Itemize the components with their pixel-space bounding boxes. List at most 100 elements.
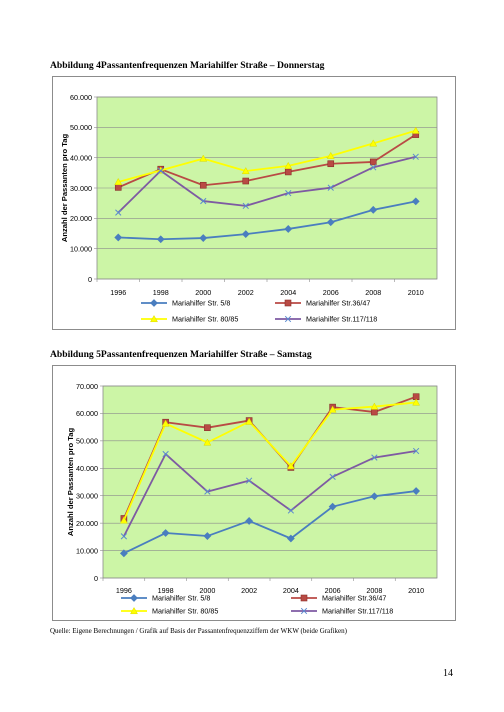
data-point	[200, 197, 207, 205]
y-tick-label: 10.000	[76, 546, 98, 555]
y-tick-label: 60.000	[76, 409, 98, 418]
legend-label: Mariahilfer Str. 80/85	[172, 315, 238, 324]
data-point	[241, 230, 250, 239]
series-1	[119, 487, 421, 558]
legend-marker	[130, 594, 138, 602]
y-axis-label: Anzahl der Passanten pro Tag	[66, 427, 75, 536]
x-tick-label: 2008	[366, 586, 382, 595]
y-tick-label: 0	[94, 574, 98, 583]
legend-entry: Mariahilfer Str. 80/85	[141, 315, 238, 324]
series-line	[123, 490, 417, 555]
legend-marker	[284, 299, 292, 307]
legend-entry: Mariahilfer Str.117/118	[291, 607, 393, 616]
x-tick-label: 2006	[323, 288, 339, 297]
legend-marker	[130, 606, 138, 615]
data-point	[412, 447, 420, 455]
series-4	[120, 447, 420, 540]
data-point	[326, 151, 335, 159]
series-line	[118, 200, 416, 241]
legend-marker	[300, 607, 308, 615]
legend-entry: Mariahilfer Str. 5/8	[141, 299, 230, 308]
data-point	[245, 477, 253, 484]
data-point	[204, 488, 211, 495]
data-point	[369, 139, 378, 147]
data-point	[199, 234, 208, 242]
legend-label: Mariahilfer Str.117/118	[322, 607, 393, 616]
legend-entry: Mariahilfer Str. 80/85	[121, 607, 218, 616]
chart-saturday: 0 10.000 20.000 30.000 40.000 50.000 60.000 70.…	[66, 382, 438, 616]
x-tick-label: 2004	[280, 288, 296, 297]
y-tick-label: 50.000	[70, 123, 92, 132]
data-point	[412, 487, 421, 495]
x-tick-label: 1996	[110, 288, 126, 297]
data-point	[285, 190, 292, 197]
series-line	[123, 450, 417, 537]
legend-entry: Mariahilfer Str. 5/8	[121, 594, 210, 603]
data-point	[371, 408, 378, 416]
x-tick-label: 1996	[116, 586, 132, 595]
data-point	[328, 502, 337, 511]
legend-entry: Mariahilfer Str.117/118	[275, 315, 377, 324]
data-point	[161, 529, 170, 537]
y-tick-label: 40.000	[70, 153, 92, 162]
data-point	[287, 507, 295, 514]
data-point	[327, 184, 334, 191]
data-point	[328, 405, 337, 413]
page-number: 14	[443, 668, 453, 679]
legend-label: Mariahilfer Str. 5/8	[172, 299, 230, 308]
y-tick-label: 40.000	[76, 464, 98, 473]
series-line	[117, 155, 416, 214]
plot-area	[102, 385, 438, 579]
data-point	[161, 419, 170, 427]
data-point	[371, 454, 378, 461]
y-axis-label: Anzahl der Passanten pro Tag	[60, 133, 69, 242]
data-point	[370, 492, 379, 501]
series-1	[114, 197, 420, 244]
data-point	[284, 161, 293, 169]
legend-entry: Mariahilfer Str.36/47	[291, 594, 386, 603]
data-point	[286, 462, 295, 470]
legend-label: Mariahilfer Str.117/118	[306, 315, 377, 324]
data-point	[326, 218, 335, 227]
data-point	[284, 168, 292, 176]
data-point	[370, 164, 377, 171]
legend-marker	[284, 315, 292, 323]
data-point	[120, 533, 128, 540]
data-point	[412, 153, 419, 160]
legend-label: Mariahilfer Str. 80/85	[152, 607, 218, 616]
x-tick-label: 2010	[408, 288, 424, 297]
y-tick-label: 60.000	[70, 93, 92, 102]
data-point	[286, 534, 295, 543]
x-tick-label: 2006	[325, 586, 341, 595]
data-point	[156, 235, 165, 244]
y-tick-label: 30.000	[70, 184, 92, 193]
series-line	[123, 401, 417, 521]
figure-caption-thursday: Abbildung 4Passantenfrequenzen Mariahilf…	[50, 60, 325, 71]
legend-label: Mariahilfer Str.36/47	[306, 299, 370, 308]
data-point	[114, 233, 123, 242]
y-tick-label: 0	[88, 275, 92, 284]
chart-frame-thursday: 0 10.000 20.000 30.000 40.000 50.000 60.000 199…	[52, 76, 456, 330]
x-tick-label: 2002	[241, 586, 257, 595]
data-point	[203, 438, 212, 446]
x-tick-label: 2010	[408, 586, 424, 595]
data-point	[242, 202, 249, 210]
x-tick-label: 2008	[365, 288, 381, 297]
series-line	[118, 129, 417, 183]
y-tick-label: 50.000	[76, 437, 98, 446]
y-tick-label: 10.000	[70, 244, 92, 253]
data-point	[412, 398, 421, 406]
data-point	[157, 167, 164, 174]
y-tick-label: 20.000	[70, 214, 92, 223]
data-point	[284, 225, 293, 233]
x-tick-label: 2000	[199, 586, 215, 595]
series-3	[119, 398, 421, 524]
data-point	[199, 181, 207, 189]
data-point	[329, 473, 336, 480]
legend-marker	[300, 594, 308, 602]
data-point	[327, 160, 335, 168]
data-point	[204, 424, 211, 431]
data-point	[119, 549, 128, 558]
x-tick-label: 2002	[238, 288, 254, 297]
data-point	[114, 184, 122, 191]
